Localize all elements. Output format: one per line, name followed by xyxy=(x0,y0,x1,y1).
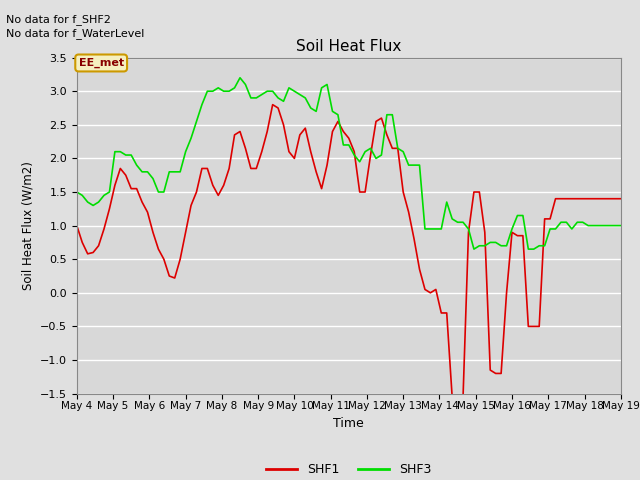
SHF3 xyxy=(405,162,413,168)
SHF3 xyxy=(492,240,500,245)
SHF3 xyxy=(329,108,337,114)
SHF1 xyxy=(73,223,81,228)
SHF3 xyxy=(73,189,81,195)
Line: SHF1: SHF1 xyxy=(77,105,621,397)
SHF1 xyxy=(617,196,625,202)
Line: SHF3: SHF3 xyxy=(77,78,621,249)
SHF1 xyxy=(492,371,500,376)
SHF1 xyxy=(269,102,276,108)
SHF1 xyxy=(111,182,119,188)
SHF3 xyxy=(617,223,625,228)
Y-axis label: Soil Heat Flux (W/m2): Soil Heat Flux (W/m2) xyxy=(22,161,35,290)
Title: Soil Heat Flux: Soil Heat Flux xyxy=(296,39,401,54)
SHF1 xyxy=(329,129,337,134)
SHF1 xyxy=(448,394,456,400)
SHF3 xyxy=(209,88,216,94)
X-axis label: Time: Time xyxy=(333,417,364,430)
SHF3 xyxy=(470,246,477,252)
Text: No data for f_SHF2
No data for f_WaterLevel: No data for f_SHF2 No data for f_WaterLe… xyxy=(6,14,145,39)
SHF1 xyxy=(209,182,216,188)
SHF1 xyxy=(405,209,413,215)
SHF3 xyxy=(236,75,244,81)
Legend: SHF1, SHF3: SHF1, SHF3 xyxy=(261,458,437,480)
SHF1 xyxy=(465,229,472,235)
SHF3 xyxy=(111,149,119,155)
Text: EE_met: EE_met xyxy=(79,58,124,68)
SHF3 xyxy=(460,219,467,225)
